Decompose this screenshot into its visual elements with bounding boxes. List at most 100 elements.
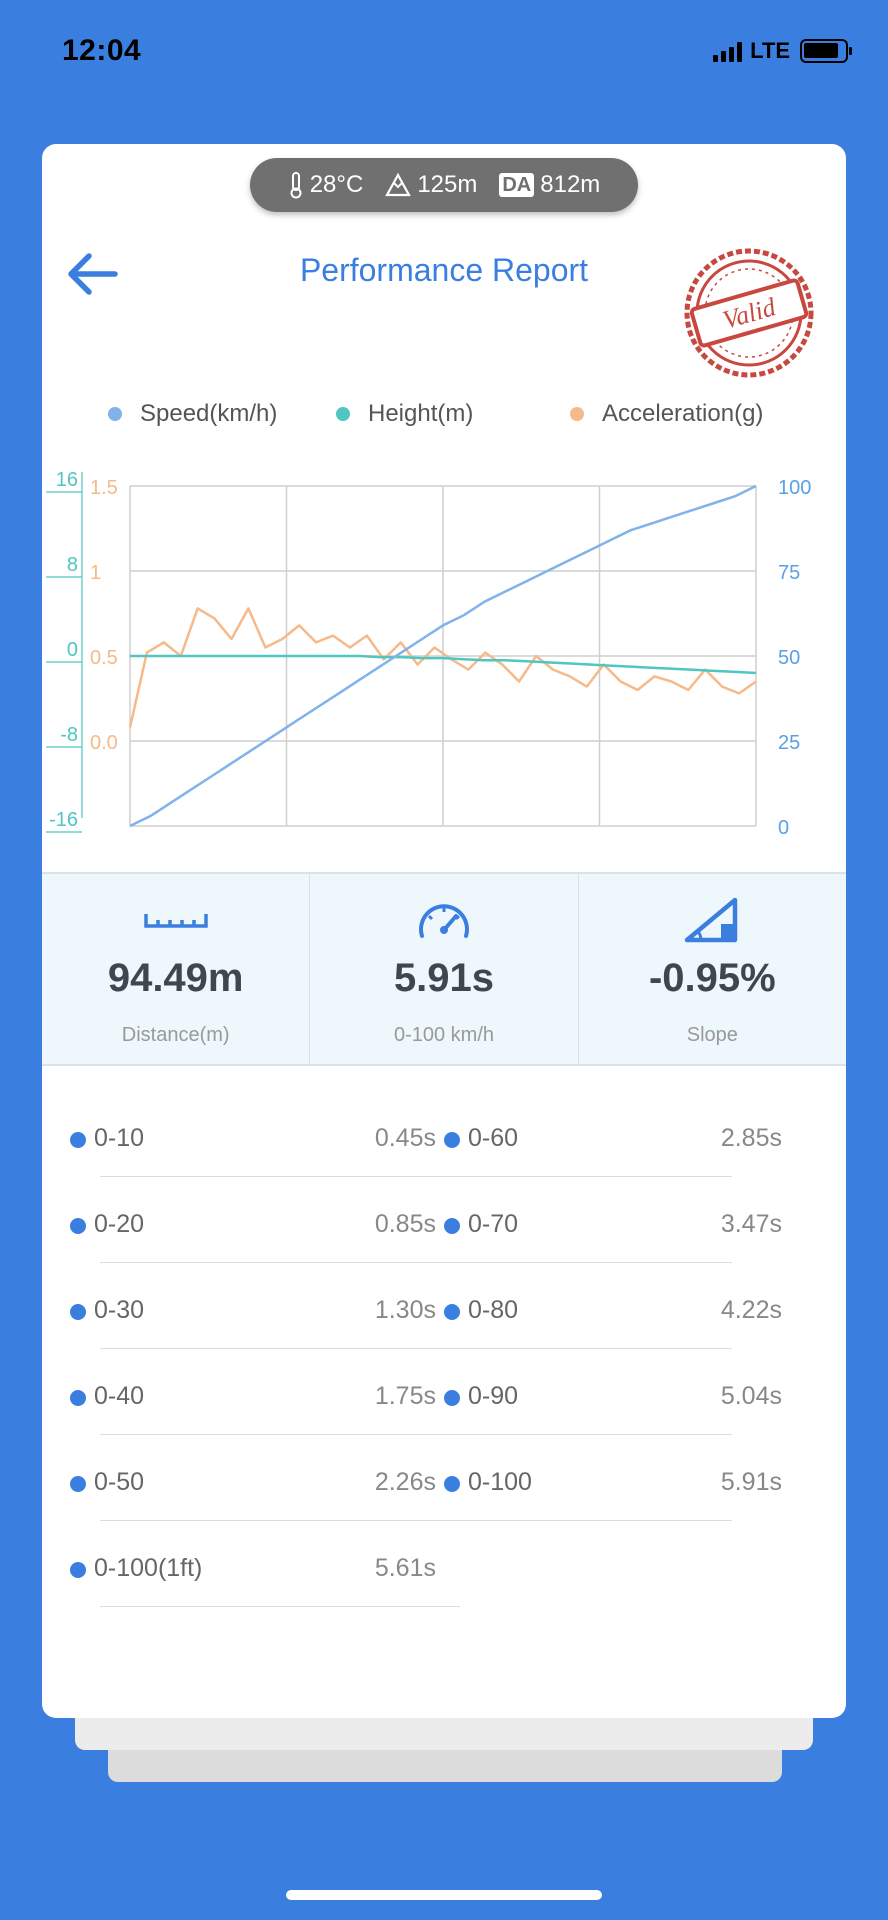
status-indicators: LTE [713, 38, 852, 64]
split-item: 0-80 4.22s [142, 1266, 782, 1352]
split-time: 3.47s [720, 1210, 782, 1238]
speed-tick-label: 25 [778, 732, 800, 754]
speed-tick-label: 0 [778, 817, 789, 834]
split-item: 0-30 1.30s [70, 1266, 446, 1352]
ruler-icon [143, 914, 208, 928]
distance-value: 94.49m [107, 956, 244, 1000]
speed-tick-label: 100 [778, 477, 811, 499]
split-item: 0-60 2.85s [142, 1094, 782, 1180]
stat-slope: -0.95% Slope [577, 874, 846, 1064]
split-bullet [70, 1476, 86, 1492]
height-tick-label: 16 [56, 469, 78, 491]
slope-label: Slope [686, 1024, 738, 1046]
temperature-value: 28°C [309, 171, 364, 198]
split-label: 0-90 [468, 1382, 519, 1410]
split-item: 0-20 0.85s [70, 1180, 446, 1266]
split-label: 0-10 [94, 1124, 145, 1152]
page-title: Performance Report [299, 252, 589, 288]
split-bullet [444, 1476, 460, 1492]
split-bullet [444, 1390, 460, 1406]
split-item: 0-70 3.47s [142, 1180, 782, 1266]
height-tick-label: -16 [49, 809, 78, 831]
split-time: 1.75s [374, 1382, 436, 1410]
split-label: 0-100(1ft) [94, 1554, 203, 1582]
split-label: 0-70 [468, 1210, 519, 1238]
split-item: 0-40 1.75s [70, 1352, 446, 1438]
split-time: 0.85s [374, 1210, 436, 1238]
split-divider [142, 1520, 732, 1521]
home-indicator[interactable] [286, 1890, 602, 1900]
altitude-value: 125m [417, 171, 478, 198]
environment-info-pill: 28°C 125m DA 812m [250, 158, 638, 212]
split-bullet [444, 1218, 460, 1234]
height-series-line [130, 654, 757, 675]
split-bullet [444, 1132, 460, 1148]
split-item: 0-50 2.26s [70, 1438, 446, 1524]
status-bar: 12:04 LTE [0, 0, 888, 110]
legend-height-label: Height(m) [368, 400, 474, 427]
split-label: 0-80 [468, 1296, 519, 1324]
density-altitude-value: 812m [540, 171, 601, 198]
speed-tick-label: 50 [778, 647, 800, 669]
zero-to-hundred-label: 0-100 km/h [393, 1024, 495, 1046]
split-bullet [70, 1218, 86, 1234]
network-type: LTE [750, 38, 790, 63]
performance-chart: 16 8 0 -8 -16 1.5 1 0.5 0.0 100 75 50 25 0 [46, 469, 811, 834]
legend-height: Height(m) [336, 400, 473, 428]
split-label: 0-20 [94, 1210, 145, 1238]
split-divider [142, 1434, 732, 1435]
battery-icon [800, 39, 852, 63]
legend-height-dot [336, 407, 350, 421]
split-time: 1.30s [374, 1296, 436, 1324]
split-divider [142, 1176, 732, 1177]
split-bullet [444, 1304, 460, 1320]
split-bullet [70, 1562, 86, 1578]
distance-label: Distance(m) [121, 1024, 230, 1046]
height-tick-label: 0 [67, 639, 78, 661]
split-time: 4.22s [720, 1296, 782, 1324]
arrow-left-icon [68, 253, 118, 295]
split-divider [100, 1606, 460, 1607]
thermometer-icon [290, 172, 302, 199]
acceleration-tick-label: 1 [90, 562, 101, 584]
altitude-info: 125m [385, 171, 477, 199]
acceleration-tick-label: 0.5 [90, 647, 118, 669]
da-label: DA [499, 173, 535, 197]
split-item: 0-100(1ft) 5.61s [70, 1524, 460, 1610]
split-time: 5.04s [720, 1382, 782, 1410]
legend-acceleration: Acceleration(g) [570, 400, 763, 428]
signal-icon [713, 40, 743, 62]
acceleration-series-line [128, 607, 757, 728]
speedometer-icon [419, 904, 469, 938]
legend-speed: Speed(km/h) [108, 400, 277, 428]
split-bullet [70, 1390, 86, 1406]
split-label: 0-50 [94, 1468, 145, 1496]
mountain-icon [385, 173, 412, 197]
split-label: 0-40 [94, 1382, 145, 1410]
slope-icon [685, 897, 738, 943]
legend-acceleration-dot [570, 407, 584, 421]
split-label: 0-100 [468, 1468, 532, 1496]
speed-tick-label: 75 [778, 562, 800, 584]
split-item: 0-100 5.91s [142, 1438, 782, 1524]
slope-value: -0.95% [648, 956, 776, 1000]
split-bullet [70, 1304, 86, 1320]
zero-to-hundred-value: 5.91s [393, 956, 495, 1000]
temperature-info: 28°C [288, 171, 364, 199]
acceleration-tick-label: 0.0 [90, 732, 118, 754]
split-time: 5.61s [374, 1554, 436, 1582]
performance-report-card: 28°C 125m DA 812m Performance Report Val… [42, 144, 846, 1718]
stat-distance: 94.49m Distance(m) [42, 874, 309, 1064]
legend-speed-dot [108, 407, 122, 421]
legend-speed-label: Speed(km/h) [140, 400, 278, 427]
stats-row: 94.49m Distance(m) 5.91s 0-100 km/h [42, 872, 846, 1066]
density-altitude-info: DA 812m [499, 171, 600, 199]
split-time: 2.85s [720, 1124, 782, 1152]
split-time: 0.45s [374, 1124, 436, 1152]
back-button[interactable] [62, 244, 122, 304]
split-time: 5.91s [720, 1468, 782, 1496]
height-tick-label: -8 [60, 724, 78, 746]
split-item: 0-90 5.04s [142, 1352, 782, 1438]
split-divider [142, 1348, 732, 1349]
legend-acceleration-label: Acceleration(g) [602, 400, 764, 427]
